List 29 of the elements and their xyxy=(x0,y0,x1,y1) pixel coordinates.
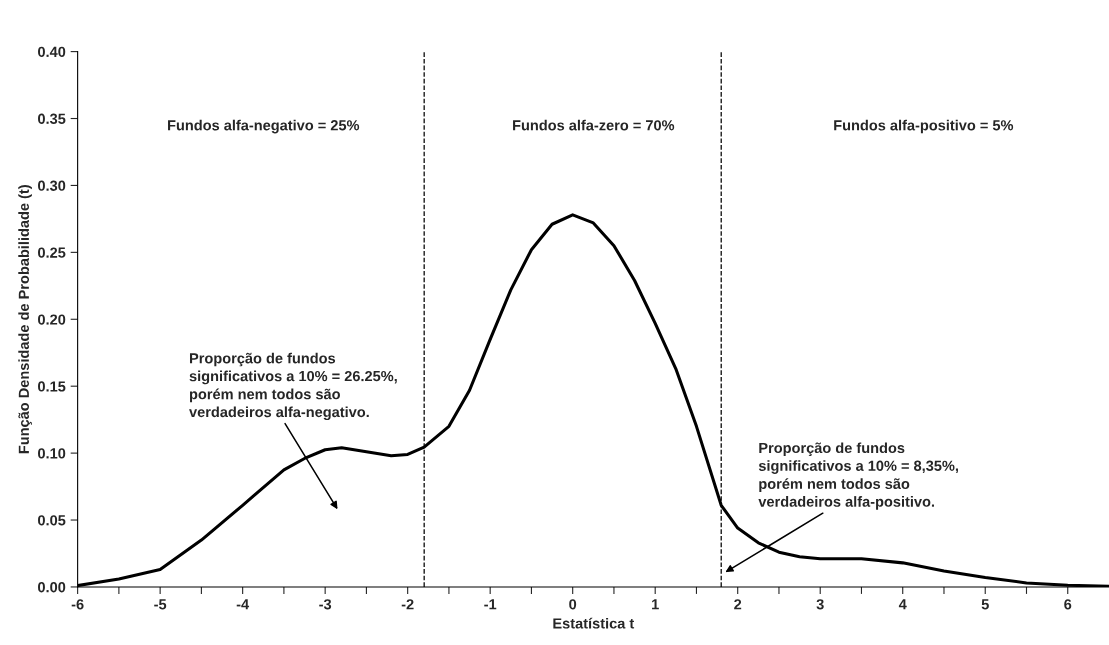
x-tick-label: 5 xyxy=(981,599,989,610)
x-tick-label: -5 xyxy=(154,599,167,610)
annotation: Fundos alfa-zero = 70% xyxy=(513,119,675,131)
annotation: Proporção de fundos significativos a 10% = 26.25%, porém nem todos são verdadeiros alfa-negativo. xyxy=(189,352,397,421)
y-tick-label: 0.20 xyxy=(38,314,66,325)
y-tick-label: 0.25 xyxy=(38,247,66,258)
x-tick-label: -2 xyxy=(401,599,414,610)
y-tick-label: 0.05 xyxy=(38,515,66,526)
x-tick-label: 6 xyxy=(1064,599,1072,610)
annotation: Fundos alfa-negativo = 25% xyxy=(168,119,360,134)
y-axis-title: Função Densidade de Probabilidade (t) xyxy=(18,185,32,454)
y-tick-label: 0.40 xyxy=(38,46,66,58)
x-tick-label: -4 xyxy=(236,599,250,610)
x-tick-label: 2 xyxy=(734,599,742,610)
y-tick-label: 0.35 xyxy=(38,113,66,124)
annotation: Proporção de fundos significativos a 10% = 8,35%, porém nem todos são verdadeiros alfa-positivo. xyxy=(758,442,958,510)
x-tick-label: 0 xyxy=(569,599,577,610)
x-tick-label: -6 xyxy=(71,599,84,610)
y-tick-label: 0.15 xyxy=(38,381,66,392)
annotation: Fundos alfa-positivo = 5% xyxy=(834,119,1014,134)
y-tick-label: 0.10 xyxy=(38,448,66,459)
x-tick-label: 4 xyxy=(898,599,907,610)
y-tick-label: 0.30 xyxy=(38,180,66,191)
x-axis-title: Estatística t xyxy=(553,617,635,629)
x-tick-label: -3 xyxy=(319,599,332,610)
x-tick-label: 3 xyxy=(816,599,824,610)
y-tick-label: 0.00 xyxy=(38,582,66,593)
x-tick-label: 1 xyxy=(652,599,659,610)
x-tick-label: -1 xyxy=(484,599,497,610)
